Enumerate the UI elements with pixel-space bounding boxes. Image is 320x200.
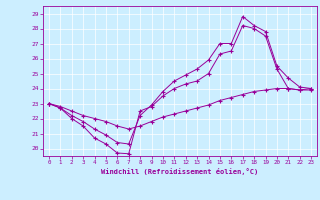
X-axis label: Windchill (Refroidissement éolien,°C): Windchill (Refroidissement éolien,°C) [101, 168, 259, 175]
